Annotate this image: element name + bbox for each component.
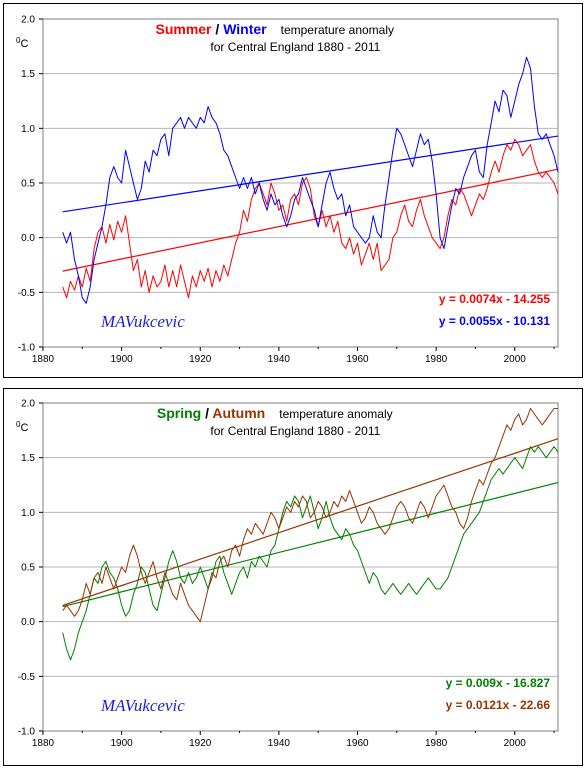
chart-1-y-tick-label: -0.5 [18,672,36,683]
chart-1-trendline-0 [62,482,559,608]
chart-1-trendline-1 [62,438,559,606]
chart-1-x-tick-label: 1940 [268,738,291,749]
chart-0-y-axis-label: 0C [16,36,28,50]
chart-0-trendline-0 [62,168,559,272]
chart-1-series-autumn [62,408,558,623]
chart-1-x-tick-label: 2000 [504,738,527,749]
chart-0-trendline-1 [62,135,559,213]
chart-1-x-tick-label: 1980 [425,738,448,749]
chart-0-x-tick-label: 2000 [504,354,527,365]
chart-0-y-tick-label: 1.0 [21,124,35,135]
chart-1-watermark: MAVukcevic [100,696,185,715]
chart-0-x-tick-label: 1900 [111,354,134,365]
chart-1-trend-equation-0: y = 0.009x - 16.827 [446,676,551,690]
chart-1-subtitle: for Central England 1880 - 2011 [210,424,380,438]
chart-summer-winter: 2.0 1.5 1.0 0.5 0.0 -0.5 -1.0 1880 1900 1920 1940 1… [3,3,583,378]
chart-0-watermark: MAVukcevic [100,312,185,331]
chart-1-series-spring [62,446,559,661]
chart-1-y-tick-label: -1.0 [18,727,36,738]
chart-spring-autumn: 2.0 1.5 1.0 0.5 0.0 -0.5 -1.0 1880 1900 1920 1940 1… [3,388,583,766]
chart-1-y-tick-label: 0.0 [21,617,35,628]
chart-1-x-tick-label: 1960 [346,738,369,749]
chart-0-y-tick-label: 2.0 [21,15,35,26]
chart-0-x-tick-label: 1940 [268,354,291,365]
chart-0-y-tick-label: -1.0 [18,343,36,354]
chart-1-y-tick-label: 0.5 [21,563,35,574]
chart-1-y-axis-label: 0C [16,420,28,434]
chart-0-subtitle: for Central England 1880 - 2011 [210,40,380,54]
chart-0-trend-equation-0: y = 0.0074x - 14.255 [439,292,550,306]
chart-1-trend-equation-1: y = 0.0121x - 22.66 [446,698,551,712]
chart-0-y-tick-label: 0.0 [21,233,35,244]
chart-1-title: Spring / Autumn temperature anomaly [157,405,393,421]
chart-0-y-tick-label: 1.5 [21,69,35,80]
chart-1-x-tick-label: 1920 [189,738,212,749]
chart-0-series-summer [62,138,559,299]
chart-1-y-tick-label: 1.5 [21,453,35,464]
chart-0-x-tick-label: 1880 [32,354,55,365]
chart-0-trend-equation-1: y = 0.0055x - 10.131 [439,314,550,328]
chart-1-y-tick-label: 2.0 [21,399,35,410]
chart-0-title: Summer / Winter temperature anomaly [155,21,394,37]
chart-0-y-tick-label: 0.5 [21,179,35,190]
chart-0-x-tick-label: 1960 [346,354,369,365]
chart-0-series-winter [62,56,559,304]
chart-1-x-tick-label: 1880 [32,738,55,749]
chart-1-y-tick-label: 1.0 [21,508,35,519]
chart-1-x-tick-label: 1900 [111,738,134,749]
chart-0-y-tick-label: -0.5 [18,288,36,299]
chart-0-x-tick-label: 1980 [425,354,448,365]
chart-0-x-tick-label: 1920 [189,354,212,365]
